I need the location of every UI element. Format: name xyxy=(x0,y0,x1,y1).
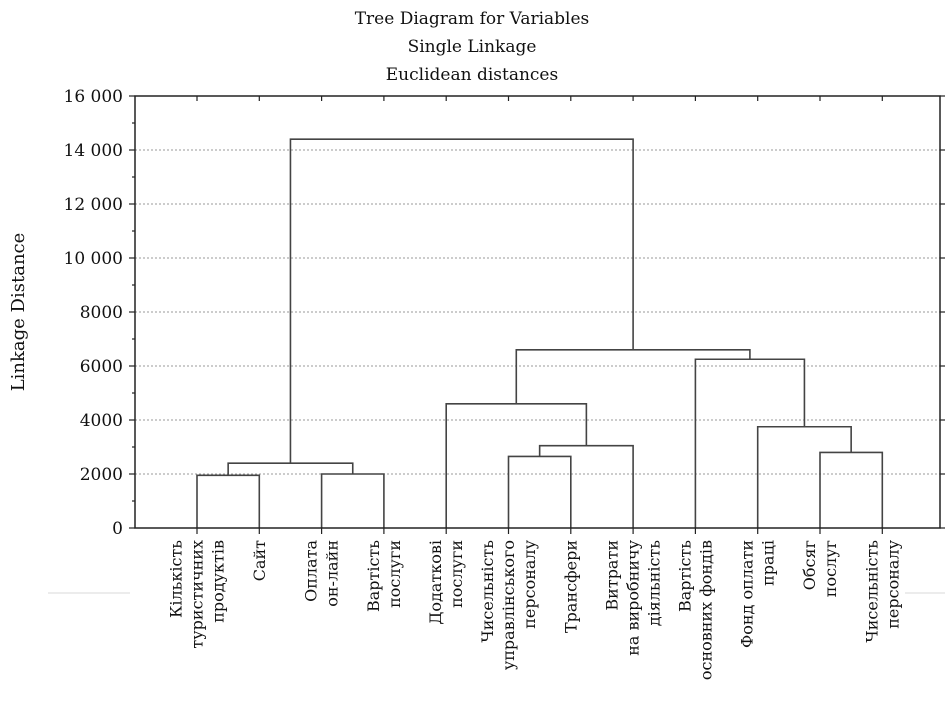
merge-link-8 xyxy=(694,358,806,528)
merge-link-1 xyxy=(320,473,385,528)
leaf-label-line: Фонд оплати xyxy=(738,540,757,648)
leaf-label-line: на виробничу xyxy=(624,539,643,655)
leaf-label-line: послуги xyxy=(385,540,404,608)
title-line-0: Tree Diagram for Variables xyxy=(355,9,590,29)
merge-link-7 xyxy=(445,403,588,528)
leaf-label-5: Чисельність управлінського персоналу xyxy=(478,539,539,670)
leaf-label-8: Вартість основних фондів xyxy=(675,540,715,680)
leaf-label-line: праці xyxy=(759,540,778,586)
leaf-label-1: Сайт xyxy=(250,540,269,581)
leaf-label-line: Оплата xyxy=(302,540,321,602)
leaf-label-line: Кількість xyxy=(167,540,186,618)
y-tick-label-2000: 2000 xyxy=(80,465,123,485)
merge-link-0 xyxy=(196,474,261,528)
y-tick-label-6000: 6000 xyxy=(80,357,123,377)
leaf-label-line: Чисельність xyxy=(862,540,881,643)
leaf-label-line: Витрати xyxy=(603,540,622,611)
leaf-label-line: Обсяг xyxy=(800,540,819,590)
y-axis: 0 2000 4000 6000 8000 10 000 12 000 14 000 16 00… xyxy=(64,87,945,539)
y-tick-label-0: 0 xyxy=(112,519,123,539)
leaf-label-line: Сайт xyxy=(250,540,269,581)
leaf-label-11: Чисельність персоналу xyxy=(862,539,902,642)
leaf-label-10: Обсяг послуг xyxy=(800,540,840,597)
x-axis: Кількість туристичних продуктів Сайт Оплата о… xyxy=(167,96,902,680)
leaf-label-line: основних фондів xyxy=(696,540,715,680)
merge-link-9 xyxy=(515,349,751,404)
leaf-label-9: Фонд оплати праці xyxy=(738,540,778,648)
chart-title: Tree Diagram for Variables Single Linkage… xyxy=(355,9,590,85)
leaf-label-line: персоналу xyxy=(883,539,902,628)
y-tick-label-10000: 10 000 xyxy=(64,249,123,269)
leaf-label-line: діяльність xyxy=(645,540,664,627)
leaf-label-6: Трансфери xyxy=(561,540,580,633)
grid-lines xyxy=(135,149,940,475)
leaf-label-3: Вартість послуги xyxy=(364,540,404,612)
y-tick-label-16000: 16 000 xyxy=(64,87,123,107)
title-line-1: Single Linkage xyxy=(408,37,537,57)
leaf-label-line: послуги xyxy=(447,540,466,608)
leaf-label-line: Додаткові xyxy=(426,540,445,625)
leaf-label-line: он-лайн xyxy=(323,540,342,607)
leaf-label-4: Додаткові послуги xyxy=(426,540,466,625)
leaf-label-line: персоналу xyxy=(520,539,539,628)
leaf-label-line: продуктів xyxy=(209,540,228,623)
y-tick-label-14000: 14 000 xyxy=(64,141,123,161)
y-axis-title: Linkage Distance xyxy=(8,233,29,392)
merge-link-4 xyxy=(507,455,572,528)
dendrogram-links xyxy=(196,138,884,528)
leaf-label-line: управлінського xyxy=(499,540,518,670)
merge-link-6 xyxy=(756,425,852,528)
y-tick-label-4000: 4000 xyxy=(80,411,123,431)
y-tick-label-8000: 8000 xyxy=(80,303,123,323)
merge-link-10 xyxy=(289,138,634,464)
leaf-label-line: Вартість xyxy=(364,540,383,612)
leaf-label-0: Кількість туристичних продуктів xyxy=(167,540,228,649)
leaf-label-line: послуг xyxy=(821,540,840,597)
y-tick-label-12000: 12 000 xyxy=(64,195,123,215)
merge-link-3 xyxy=(819,451,884,528)
leaf-label-7: Витрати на виробничу діяльність xyxy=(603,539,664,655)
leaf-label-line: туристичних xyxy=(188,540,207,649)
leaf-label-2: Оплата он-лайн xyxy=(302,540,342,607)
title-line-2: Euclidean distances xyxy=(386,65,558,85)
leaf-label-line: Чисельність xyxy=(478,540,497,643)
leaf-label-line: Трансфери xyxy=(561,540,580,633)
merge-link-5 xyxy=(538,444,634,528)
leaf-label-line: Вартість xyxy=(675,540,694,612)
